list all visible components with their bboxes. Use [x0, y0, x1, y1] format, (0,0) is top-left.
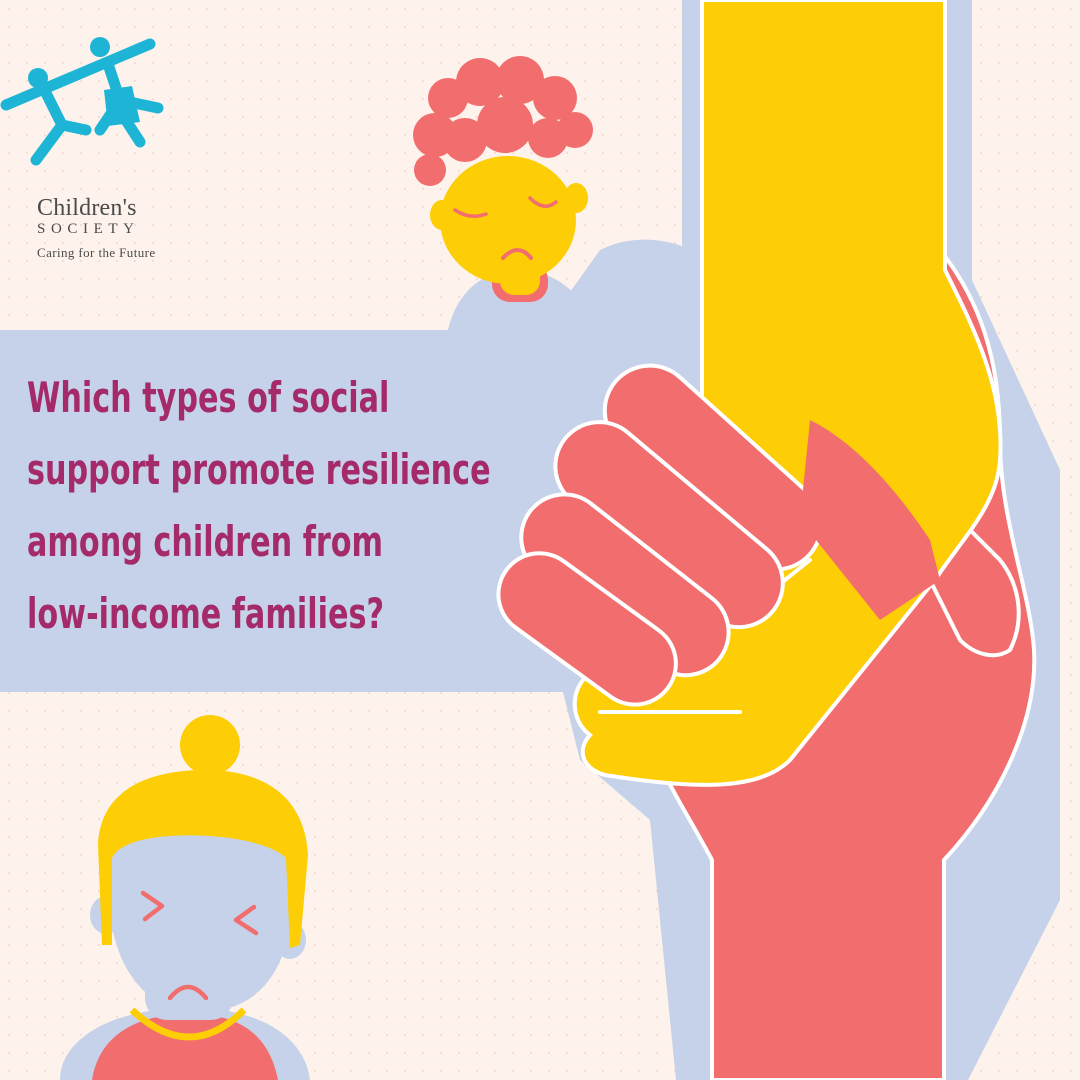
- crying-girl-icon: [60, 715, 310, 1080]
- sad-boy-icon: [413, 56, 596, 330]
- headline-line: among children from: [27, 517, 384, 566]
- brand-society: SOCIETY: [37, 221, 140, 237]
- headline-line: Which types of social: [27, 373, 390, 422]
- brand-tagline: Caring for the Future: [37, 245, 156, 260]
- children-society-logo-icon: [0, 37, 164, 166]
- headline: Which types of social support promote re…: [27, 362, 491, 650]
- headline-line: low-income families?: [27, 589, 384, 638]
- headline-line: support promote resilience: [27, 445, 491, 494]
- brand-name: Children's: [37, 195, 137, 221]
- children-society-logo[interactable]: Children's SOCIETY Caring for the Future: [0, 30, 200, 259]
